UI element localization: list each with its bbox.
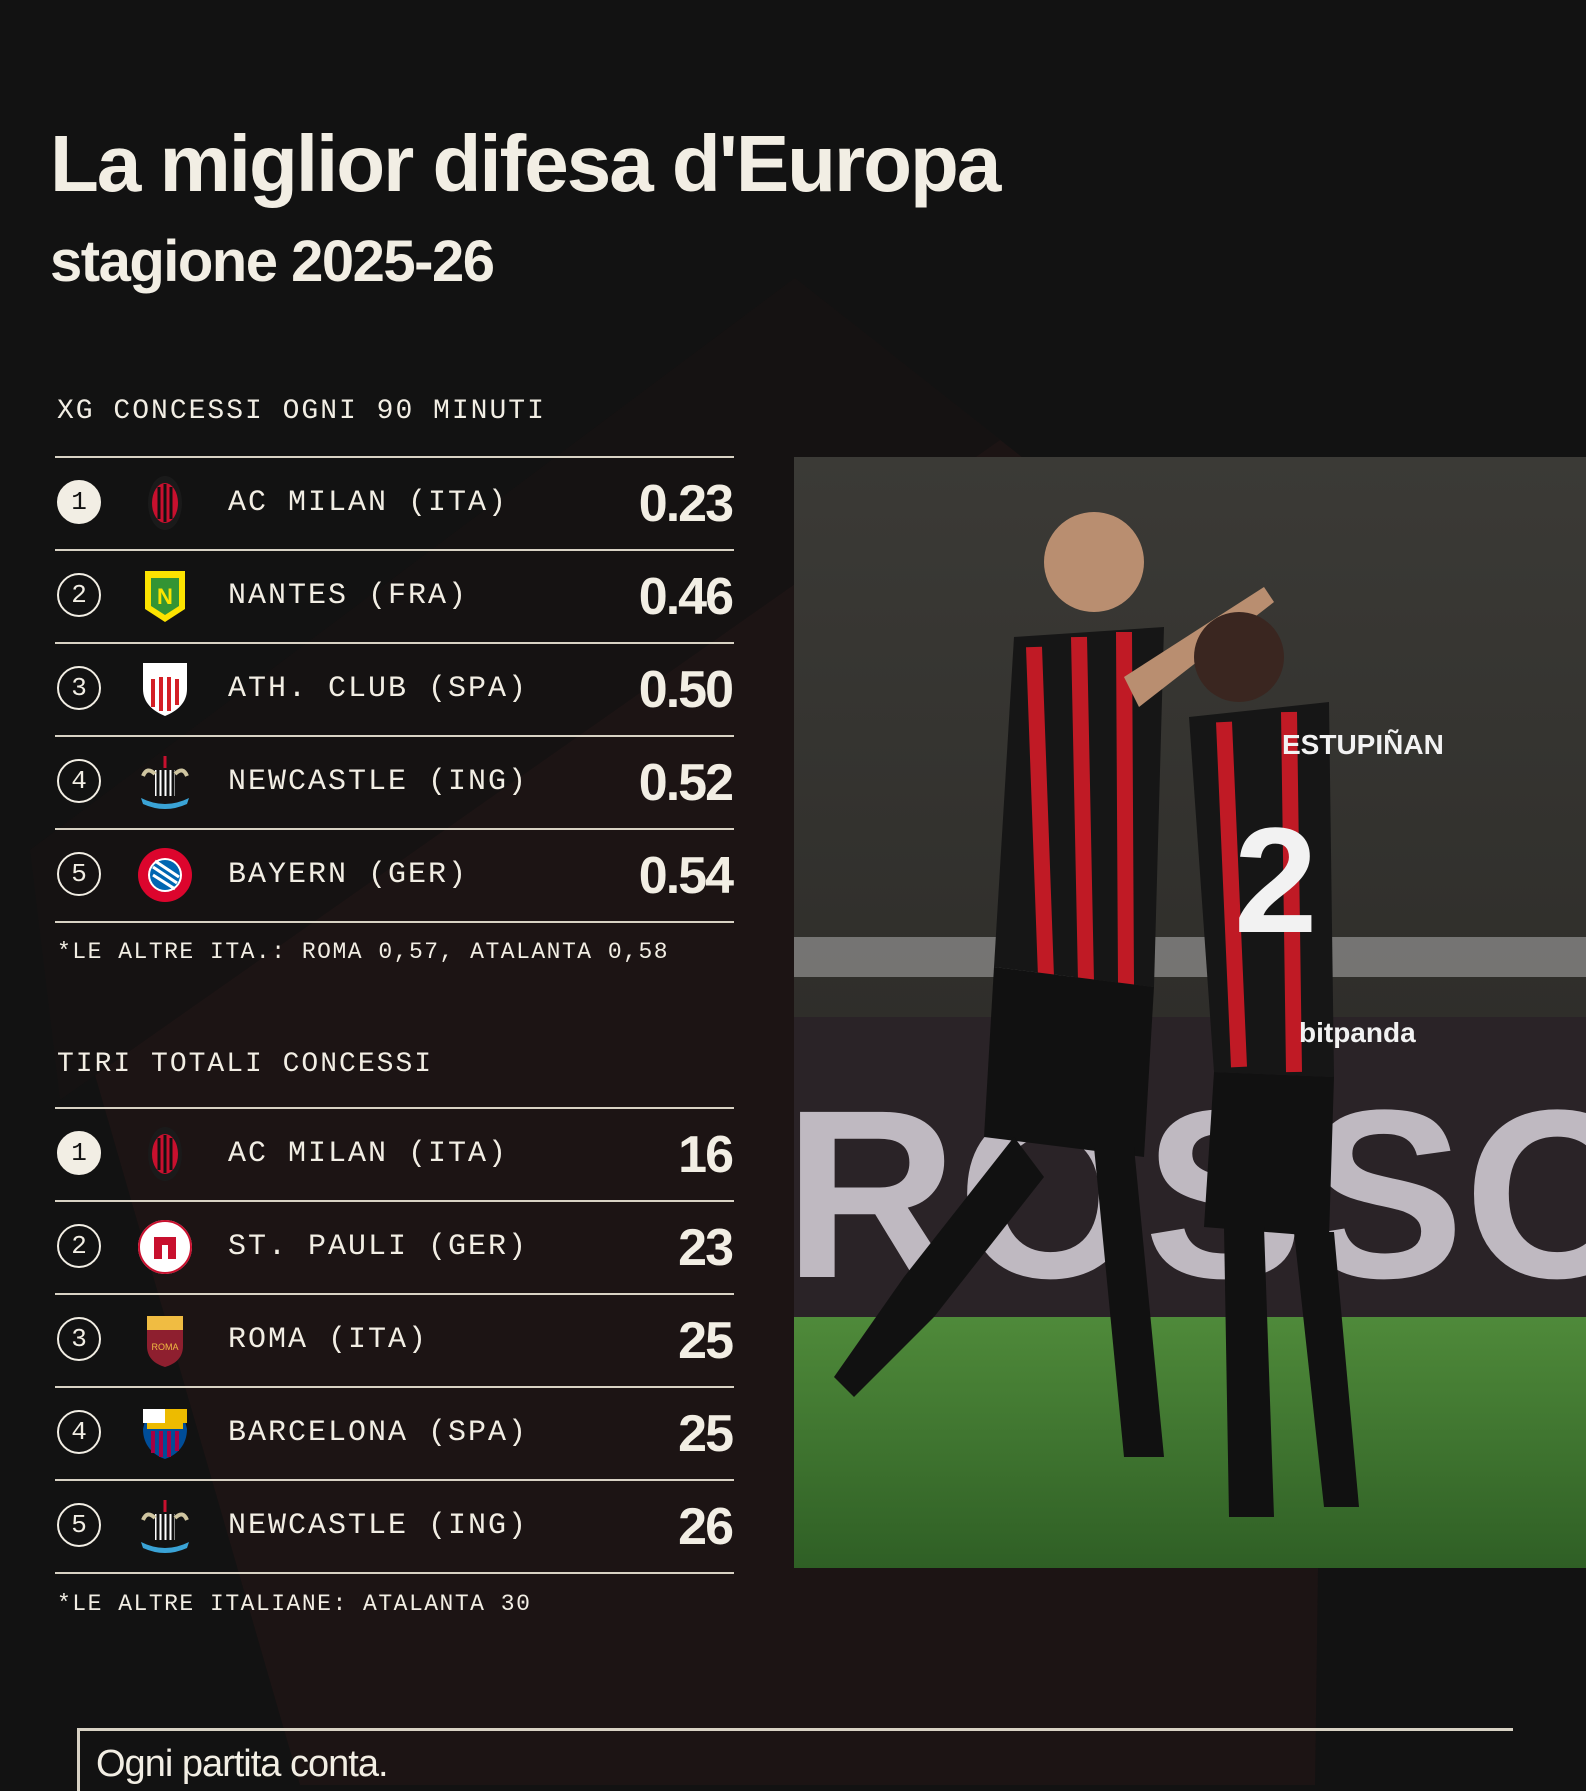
table-row: 3 ATH. CLUB (SPA) 0.50 [55,644,734,737]
rank-badge: 2 [57,573,101,617]
table-row: 4 BARCELONA (SPA) 25 [55,1388,734,1481]
player-right: 2 ESTUPIÑAN bitpanda [1189,612,1444,1517]
table-row: 3 ROMA ROMA (ITA) 25 [55,1295,734,1388]
st-pauli-crest-icon [137,1219,193,1275]
team-name: ST. PAULI (GER) [228,1230,529,1264]
table-row: 1 AC MILAN (ITA) 16 [55,1109,734,1202]
rank-badge: 5 [57,1503,101,1547]
table-row: 2 N NANTES (FRA) 0.46 [55,551,734,644]
players-celebration-photo: ROSSONERI 2 ESTUPIÑAN bitpanda [794,457,1586,1568]
table-row: 1 AC MILAN (ITA) 0.23 [55,458,734,551]
stat-value: 25 [678,1312,734,1370]
page-title: La miglior difesa d'Europa [50,119,1001,208]
rank-badge: 5 [57,852,101,896]
team-name: AC MILAN (ITA) [228,1137,509,1171]
team-name: ROMA (ITA) [228,1323,429,1357]
ac-milan-crest-icon [137,475,193,531]
shots-section-heading: TIRI TOTALI CONCESSI [57,1049,434,1080]
rank-badge: 3 [57,1317,101,1361]
stat-value: 0.23 [638,475,734,533]
rank-badge: 4 [57,1410,101,1454]
stat-value: 25 [678,1405,734,1463]
table-row: 5 NEWCASTLE (ING) 26 [55,1481,734,1574]
newcastle-crest-icon [137,1498,193,1554]
player-left [834,512,1274,1457]
xg-table: 1 AC MILAN (ITA) 0.23 2 N NANTES (FRA) 0.46 3 AT… [55,456,734,923]
newcastle-crest-icon [137,754,193,810]
rank-badge: 4 [57,759,101,803]
roma-crest-icon: ROMA [137,1312,193,1368]
jersey-sponsor: bitpanda [1299,1017,1416,1048]
stat-value: 26 [678,1498,734,1556]
team-name: BAYERN (GER) [228,858,469,892]
page-subtitle: stagione 2025-26 [50,229,495,294]
table-row: 5 BAYERN (GER) 0.54 [55,830,734,923]
footer-tagline: Ogni partita conta. [96,1743,389,1785]
stat-value: 0.52 [638,754,734,812]
jersey-name: ESTUPIÑAN [1282,729,1444,760]
stat-value: 16 [678,1126,734,1184]
table-row: 4 NEWCASTLE (ING) 0.52 [55,737,734,830]
stat-value: 0.54 [638,847,734,905]
rank-badge: 1 [57,1131,101,1175]
team-name: AC MILAN (ITA) [228,486,509,520]
team-name: NEWCASTLE (ING) [228,1509,529,1543]
shots-table: 1 AC MILAN (ITA) 16 2 ST. PAULI (GER) 23 3 ROMA… [55,1107,734,1574]
xg-note: *LE ALTRE ITA.: ROMA 0,57, ATALANTA 0,58 [57,939,670,965]
team-name: NEWCASTLE (ING) [228,765,529,799]
team-name: ATH. CLUB (SPA) [228,672,529,706]
svg-text:N: N [157,584,173,609]
ac-milan-crest-icon [137,1126,193,1182]
shots-note: *LE ALTRE ITALIANE: ATALANTA 30 [57,1591,532,1617]
rank-badge: 1 [57,480,101,524]
svg-text:ROMA: ROMA [152,1342,179,1352]
rank-badge: 3 [57,666,101,710]
athletic-club-crest-icon [137,661,193,717]
team-name: NANTES (FRA) [228,579,469,613]
jersey-number: 2 [1234,796,1317,964]
bayern-crest-icon [137,847,193,903]
footer-box: Ogni partita conta. [77,1728,1513,1791]
team-name: BARCELONA (SPA) [228,1416,529,1450]
rank-badge: 2 [57,1224,101,1268]
stat-value: 0.46 [638,568,734,626]
nantes-crest-icon: N [137,568,193,624]
xg-section-heading: XG CONCESSI OGNI 90 MINUTI [57,396,546,427]
barcelona-crest-icon [137,1405,193,1461]
stat-value: 23 [678,1219,734,1277]
stat-value: 0.50 [638,661,734,719]
table-row: 2 ST. PAULI (GER) 23 [55,1202,734,1295]
